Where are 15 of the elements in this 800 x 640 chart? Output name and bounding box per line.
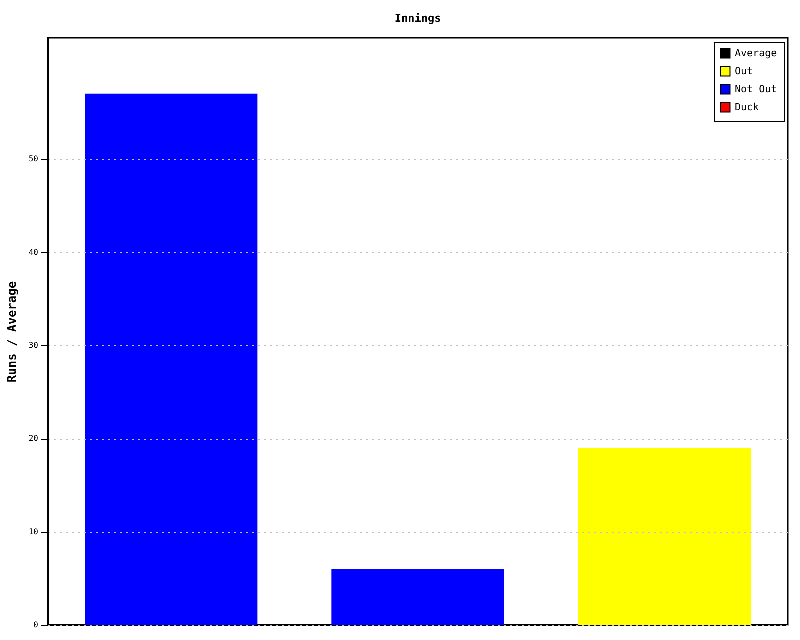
legend-label: Out (735, 66, 754, 78)
legend-label: Duck (735, 102, 760, 114)
y-tick-label: 20 (28, 434, 39, 444)
legend-label: Average (735, 48, 778, 60)
chart-title: Innings (394, 12, 442, 25)
y-axis-title: Runs / Average (4, 281, 19, 383)
y-tick-label: 30 (28, 340, 39, 350)
legend-label: Not Out (735, 84, 778, 96)
bar (85, 94, 258, 625)
y-tick-label: 50 (28, 154, 39, 164)
y-tick-label: 0 (34, 620, 39, 630)
y-tick-label: 10 (28, 527, 39, 536)
y-tick-label: 40 (28, 248, 39, 257)
bar (332, 569, 504, 625)
bar (578, 448, 751, 625)
